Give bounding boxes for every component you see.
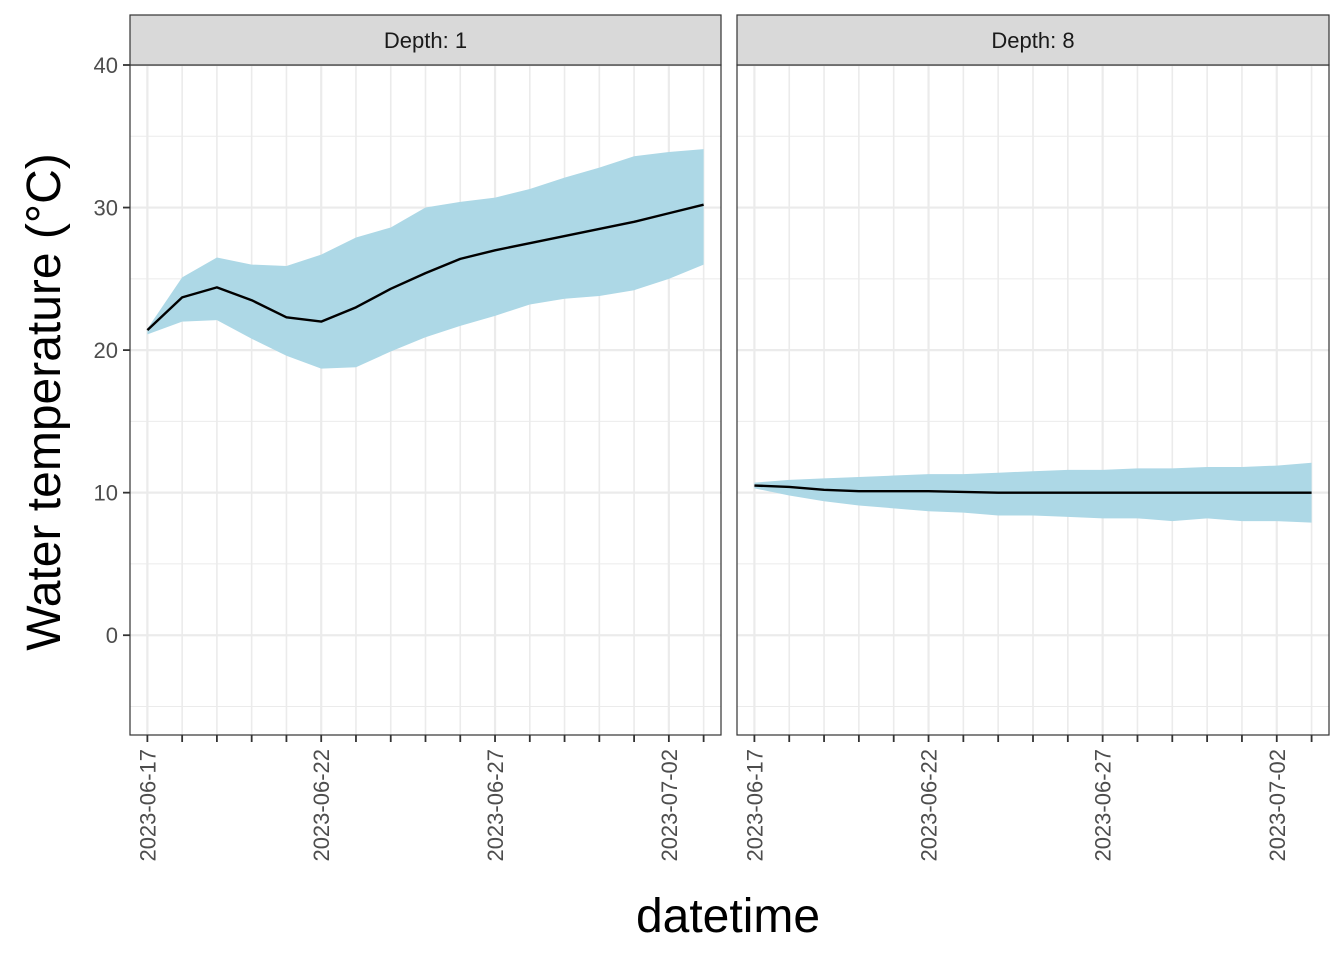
x-tick-label: 2023-06-17 [135,749,160,862]
y-tick-label: 40 [94,53,118,78]
y-tick-label: 30 [94,196,118,221]
strip-background [736,14,1330,66]
mean-line [754,484,1312,494]
x-tick-label: 2023-06-22 [917,749,942,862]
x-tick-label: 2023-07-02 [657,749,682,862]
y-tick-label: 20 [94,338,118,363]
uncertainty-ribbon [147,149,704,369]
x-tick-label: 2023-06-17 [742,749,767,862]
strip-label: Depth: 8 [991,28,1074,53]
strip-background [129,14,722,66]
facet-panel-1: Depth: 1 2023-06-17 2023-06-22 2023-06-27 20… [94,14,722,862]
strip-label: Depth: 1 [384,28,467,53]
x-tick-label: 2023-07-02 [1265,749,1290,862]
x-tick-label: 2023-06-27 [1091,749,1116,862]
y-tick-label: 10 [94,481,118,506]
y-tick-label: 0 [106,623,118,648]
mean-line [146,203,704,332]
facet-panel-2: Depth: 8 2023-06-17 2023-06-22 2023-06-27 20… [736,14,1330,862]
x-tick-label: 2023-06-22 [309,749,334,862]
x-axis-title: datetime [636,890,820,943]
y-axis-title: Water temperature (°C) [18,153,71,651]
x-tick-label: 2023-06-27 [483,749,508,862]
